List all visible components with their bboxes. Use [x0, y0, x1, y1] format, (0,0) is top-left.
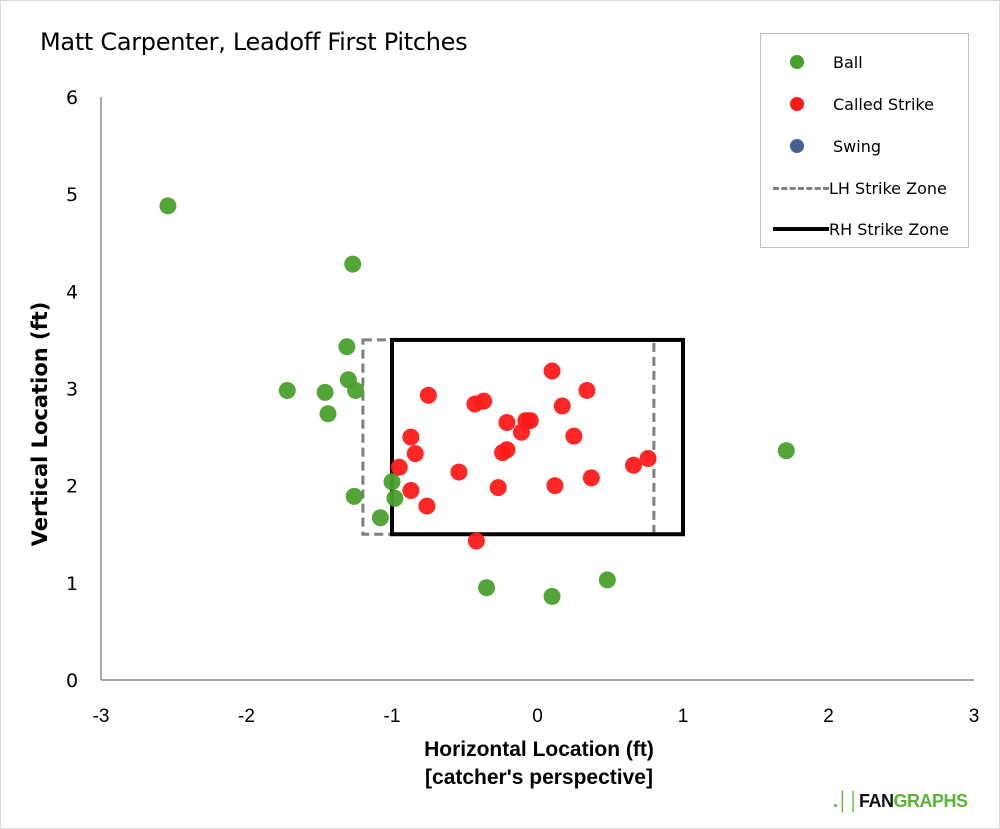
x-tick-label: 1	[678, 706, 689, 727]
data-point-ball	[345, 487, 363, 505]
data-point-ball	[347, 381, 365, 399]
data-point-ball	[386, 489, 404, 507]
data-point-called-strike	[402, 482, 420, 500]
data-point-called-strike	[543, 362, 561, 380]
data-point-ball	[383, 473, 401, 491]
data-point-ball	[777, 442, 795, 460]
swing-marker-icon	[790, 139, 804, 153]
y-tick-label: 5	[66, 184, 78, 206]
axes	[100, 97, 974, 681]
data-point-ball	[478, 579, 496, 597]
data-point-called-strike	[625, 456, 643, 474]
data-point-called-strike	[475, 392, 493, 410]
data-point-called-strike	[418, 497, 436, 515]
legend-item-ball: Ball	[761, 50, 863, 74]
data-point-called-strike	[498, 441, 516, 459]
data-point-called-strike	[406, 445, 424, 463]
x-axis-title-sub: [catcher's perspective]	[425, 766, 653, 789]
strike-zones	[361, 337, 685, 537]
data-point-called-strike	[390, 458, 408, 476]
data-point-ball	[316, 383, 334, 401]
ball-marker-icon	[790, 55, 804, 69]
data-point-called-strike	[450, 463, 468, 481]
fangraphs-mark-icon: .││	[833, 791, 860, 811]
data-point-ball	[371, 509, 389, 527]
x-axis-title: Horizontal Location (ft) [catcher's pers…	[424, 736, 654, 792]
data-point-called-strike	[553, 397, 571, 415]
y-tick-label: 6	[66, 87, 78, 109]
legend-item-lh-zone: LH Strike Zone	[761, 176, 947, 200]
tick-labels: -3 -2 -1 0 1 2 3 0 1 2 3 4 5 6	[66, 87, 979, 727]
x-axis-title-main: Horizontal Location (ft)	[424, 738, 654, 761]
data-point-called-strike	[467, 532, 485, 550]
data-point-ball	[344, 255, 362, 273]
data-point-called-strike	[565, 427, 583, 445]
data-point-called-strike	[546, 477, 564, 495]
data-point-called-strike	[521, 412, 539, 430]
data-point-ball	[159, 197, 177, 215]
data-point-ball	[598, 571, 616, 589]
y-tick-label: 4	[66, 281, 78, 303]
y-axis-title: Vertical Location (ft)	[28, 301, 52, 547]
legend: Ball Called Strike Swing LH Strike Zone …	[760, 33, 969, 248]
x-tick-label: -3	[93, 706, 110, 727]
solid-line-icon	[773, 227, 829, 231]
data-point-called-strike	[402, 428, 420, 446]
y-tick-label: 0	[66, 670, 78, 692]
called-strike-marker-icon	[790, 97, 804, 111]
data-point-called-strike	[582, 469, 600, 487]
legend-item-called-strike: Called Strike	[761, 92, 934, 116]
x-tick-label: 3	[969, 706, 980, 727]
x-tick-label: 2	[823, 706, 834, 727]
data-point-ball	[319, 405, 337, 423]
dashed-line-icon	[773, 186, 829, 190]
legend-item-swing: Swing	[761, 134, 881, 158]
data-point-called-strike	[489, 479, 507, 497]
fangraphs-logo: .││FANGRAPHS	[833, 791, 968, 811]
y-tick-label: 2	[66, 476, 78, 498]
data-point-ball	[278, 381, 296, 399]
data-point-called-strike	[578, 381, 596, 399]
x-tick-label: -1	[384, 706, 401, 727]
legend-item-rh-zone: RH Strike Zone	[761, 217, 949, 241]
data-point-called-strike	[419, 386, 437, 404]
data-point-called-strike	[498, 414, 516, 432]
rh-strike-zone	[390, 337, 685, 537]
y-tick-label: 3	[66, 379, 78, 401]
data-point-ball	[543, 587, 561, 605]
x-tick-label: -2	[238, 706, 255, 727]
y-tick-label: 1	[66, 573, 78, 595]
chart-title: Matt Carpenter, Leadoff First Pitches	[40, 28, 468, 56]
data-points	[159, 197, 795, 605]
x-tick-label: 0	[532, 706, 543, 727]
data-point-called-strike	[639, 449, 657, 467]
data-point-ball	[338, 338, 356, 356]
